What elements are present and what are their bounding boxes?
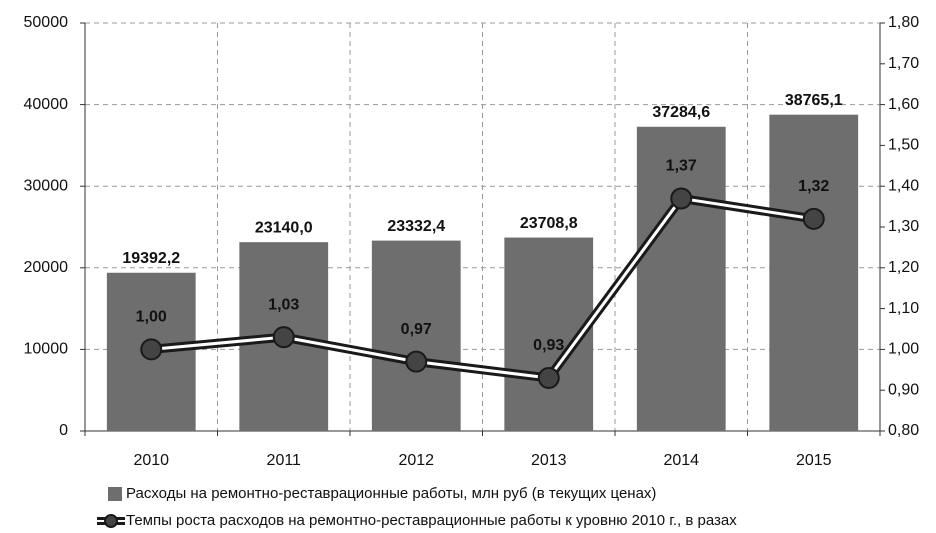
bar (769, 114, 859, 431)
line-marker (537, 366, 560, 389)
bar (636, 126, 726, 432)
line-marker (272, 326, 295, 349)
x-tick-label: 2011 (267, 452, 302, 469)
legend-swatch (108, 487, 122, 501)
y2-tick-label: 1,80 (888, 14, 919, 31)
line-value-label: 1,32 (798, 178, 829, 195)
y2-tick-label: 0,90 (888, 381, 919, 398)
line-series (150, 193, 815, 383)
line-inner (151, 196, 814, 380)
y-tick-label: 0 (59, 422, 68, 439)
y-tick-label: 20000 (24, 259, 69, 276)
legend-label: Темпы роста расходов на ремонтно-реставр… (126, 512, 737, 529)
y-tick-label: 50000 (24, 14, 69, 31)
line-marker (670, 187, 693, 210)
bar-value-label: 19392,2 (122, 250, 180, 267)
line-value-label: 0,93 (533, 337, 564, 354)
bar-value-label: 38765,1 (785, 92, 843, 109)
bar-value-label: 37284,6 (652, 104, 710, 121)
y2-tick-label: 0,80 (888, 422, 919, 439)
line-marker (405, 350, 428, 373)
y-tick-label: 40000 (24, 96, 69, 113)
x-tick-label: 2015 (796, 452, 832, 469)
legend-label: Расходы на ремонтно-реставрационные рабо… (126, 485, 656, 502)
y2-tick-label: 1,10 (888, 300, 919, 317)
x-tick-label: 2014 (663, 452, 699, 469)
line-value-label: 1,37 (666, 158, 697, 175)
line-marker (140, 338, 163, 361)
y2-tick-label: 1,40 (888, 177, 919, 194)
y-tick-label: 10000 (24, 341, 69, 358)
line-value-label: 1,00 (136, 309, 167, 326)
y2-tick-label: 1,50 (888, 137, 919, 154)
bar-value-label: 23708,8 (520, 215, 578, 232)
bar (371, 240, 461, 431)
y2-tick-label: 1,60 (888, 96, 919, 113)
bar-value-label: 23140,0 (255, 219, 313, 236)
line-value-label: 0,97 (401, 321, 432, 338)
y-tick-label: 30000 (24, 177, 69, 194)
x-tick-label: 2012 (398, 452, 434, 469)
line-marker (802, 207, 825, 230)
y2-tick-label: 1,00 (888, 341, 919, 358)
y2-tick-label: 1,70 (888, 55, 919, 72)
line-value-label: 1,03 (268, 296, 299, 313)
y2-tick-label: 1,30 (888, 218, 919, 235)
x-tick-label: 2013 (531, 452, 567, 469)
y2-tick-label: 1,20 (888, 259, 919, 276)
x-tick-label: 2010 (133, 452, 169, 469)
legend-marker (104, 514, 118, 528)
bar-value-label: 23332,4 (387, 218, 445, 235)
